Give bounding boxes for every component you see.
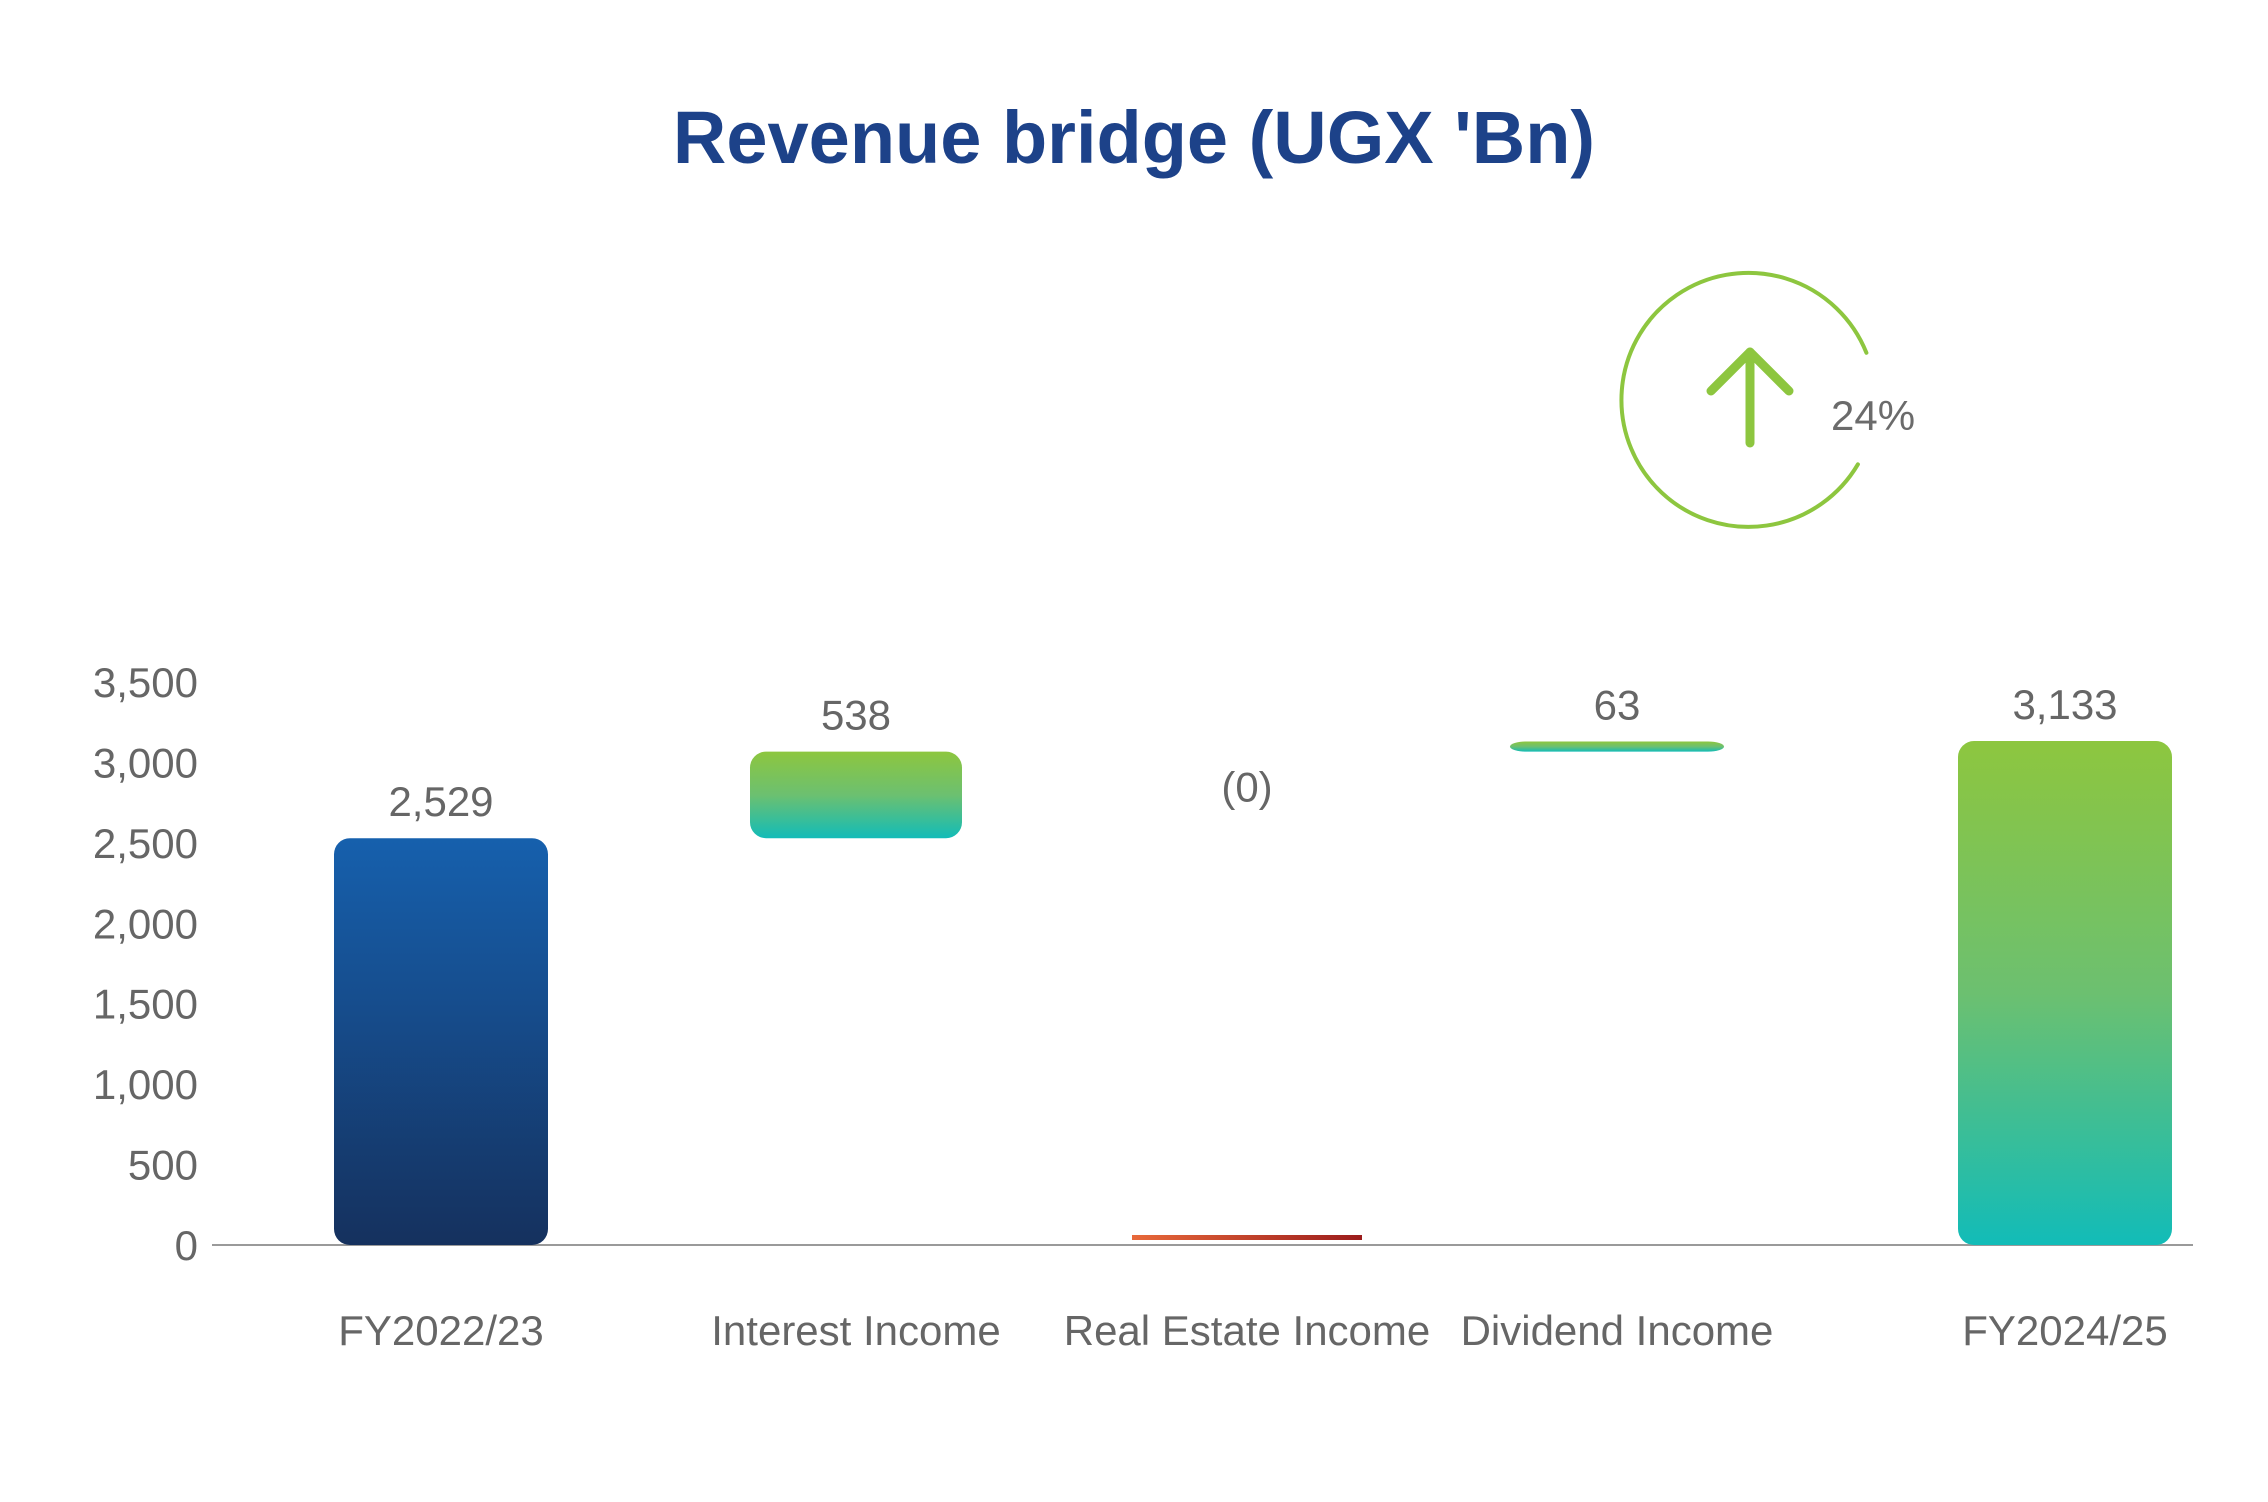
growth-percent: 24% [1831,392,1915,439]
bar-real-estate-income [1132,1235,1362,1240]
y-tick-label: 3,000 [93,739,198,786]
bar-interest-income [750,751,962,839]
y-tick-label: 500 [128,1142,198,1189]
data-label: 3,133 [2012,681,2117,728]
data-label: 538 [821,692,891,739]
circle-arc [1619,270,1869,529]
y-tick-label: 2,000 [93,900,198,947]
y-tick-label: 2,500 [93,820,198,867]
growth-badge: 24% [1619,270,1915,529]
data-label: 2,529 [388,778,493,825]
bar-fy2024-25 [1958,741,2172,1245]
y-axis: 0 500 1,000 1,500 2,000 2,500 3,000 3,500 [93,659,198,1269]
x-tick-label: FY2024/25 [1962,1307,2168,1354]
y-tick-label: 0 [175,1222,198,1269]
bar-fy2022-23 [334,838,548,1245]
arrow-up-icon [1706,347,1794,448]
y-tick-label: 3,500 [93,659,198,706]
chart-title: Revenue bridge (UGX 'Bn) [672,96,1596,179]
x-tick-label: Real Estate Income [1064,1307,1431,1354]
data-label: 63 [1594,682,1641,729]
x-tick-label: FY2022/23 [338,1307,544,1354]
bars [334,741,2172,1245]
x-tick-label: Dividend Income [1461,1307,1774,1354]
bar-dividend-income [1510,741,1724,752]
data-labels: 2,529 538 (0) 63 3,133 [388,681,2117,825]
y-tick-label: 1,000 [93,1061,198,1108]
x-axis-labels: FY2022/23 Interest Income Real Estate Inco… [338,1307,2168,1354]
x-tick-label: Interest Income [711,1307,1000,1354]
data-label: (0) [1221,764,1272,811]
y-tick-label: 1,500 [93,981,198,1028]
